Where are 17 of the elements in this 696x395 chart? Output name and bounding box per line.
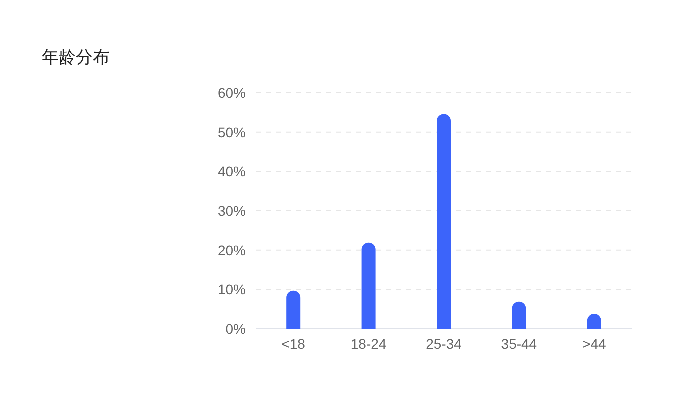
x-tick-label: 35-44 [501,336,538,352]
y-tick-label: 0% [226,321,246,337]
y-tick-label: 20% [218,242,246,258]
y-tick-label: 50% [218,124,246,140]
y-tick-label: 10% [218,282,246,298]
x-tick-label: 18-24 [350,336,387,352]
x-tick-label: >44 [582,336,606,352]
text: 年龄分布 [42,48,110,67]
y-tick-label: 40% [218,164,246,180]
bar [286,290,301,329]
bar [437,114,451,329]
x-tick-label: 25-34 [426,336,462,352]
y-tick-label: 60% [218,85,246,101]
y-tick-label: 30% [218,203,246,219]
bar [512,302,526,329]
x-tick-label: <18 [282,336,306,352]
bar [362,242,376,329]
